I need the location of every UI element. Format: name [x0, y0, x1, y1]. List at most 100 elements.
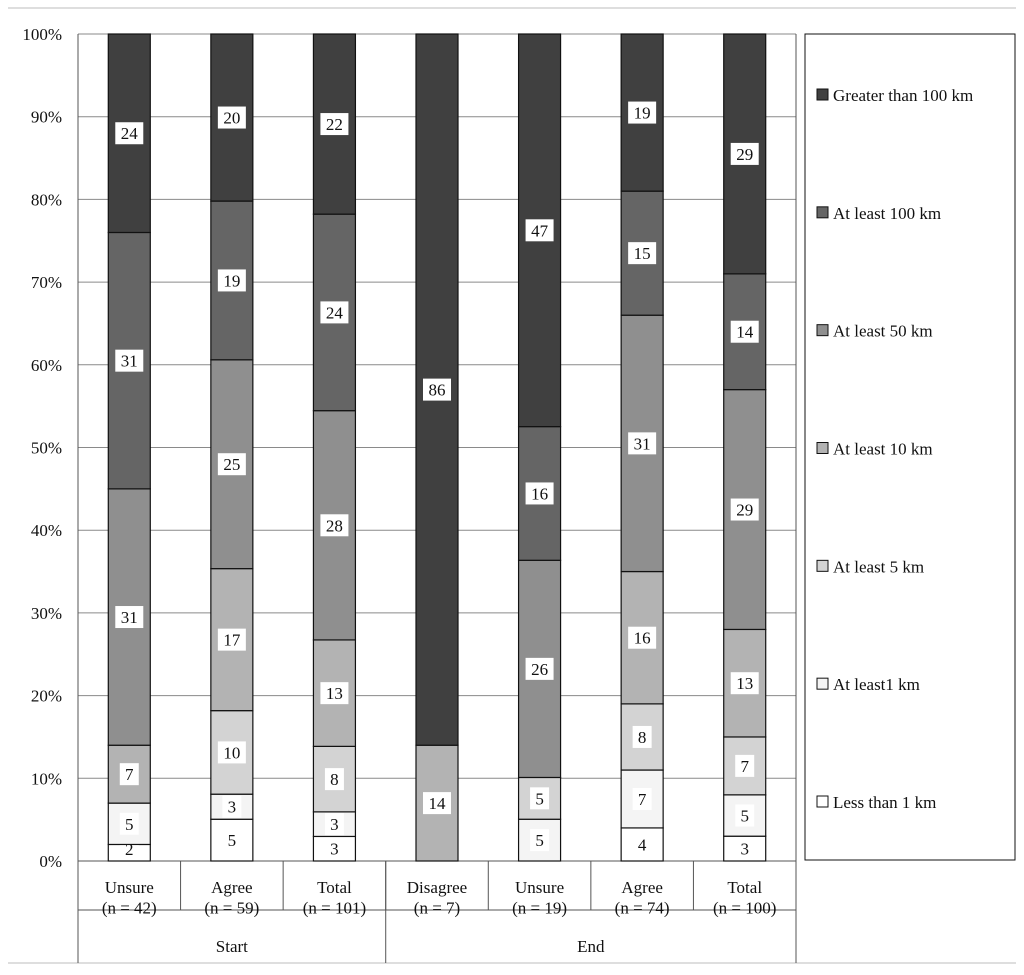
data-label: 4 — [638, 835, 647, 854]
data-label-box — [320, 301, 349, 324]
y-tick-label: 70% — [31, 273, 62, 292]
legend-swatch — [816, 206, 829, 219]
data-label: 47 — [531, 221, 549, 240]
data-label-box — [324, 768, 344, 791]
category-label-line: (n = 7) — [414, 898, 460, 917]
data-label-box — [628, 432, 657, 455]
data-label-box — [632, 833, 652, 856]
data-label: 20 — [223, 109, 240, 128]
y-tick-label: 20% — [31, 687, 62, 706]
data-label-box — [119, 812, 139, 835]
data-label-box — [530, 787, 550, 810]
data-label-box — [525, 219, 554, 242]
data-label: 13 — [326, 684, 343, 703]
category-label-line: (n = 42) — [102, 898, 157, 917]
legend-swatch — [816, 88, 829, 101]
legend-label: Less than 1 km — [833, 793, 936, 812]
category-label-line: Agree — [211, 878, 253, 897]
data-label: 29 — [736, 501, 753, 520]
data-label: 7 — [125, 765, 134, 784]
data-label-box — [423, 792, 451, 815]
data-label: 5 — [228, 831, 237, 850]
y-tick-label: 10% — [31, 769, 62, 788]
category-label-line: (n = 101) — [303, 898, 366, 917]
data-label-box — [217, 628, 246, 651]
data-label: 2 — [125, 840, 134, 859]
bar-segment — [517, 818, 562, 862]
data-label-box — [628, 101, 657, 124]
data-label-box — [632, 787, 652, 810]
group-label: Start — [216, 937, 248, 956]
data-label: 14 — [429, 794, 447, 813]
category-label-line: (n = 74) — [615, 898, 670, 917]
category-label: Agree (n = 74) — [615, 878, 670, 917]
data-label: 14 — [736, 323, 754, 342]
data-label-box — [217, 269, 246, 292]
data-label: 5 — [740, 807, 749, 826]
data-label-box — [730, 320, 759, 343]
data-label-box — [115, 349, 144, 372]
data-label: 10 — [223, 743, 240, 762]
data-label: 24 — [121, 124, 139, 143]
data-label: 5 — [535, 831, 544, 850]
data-label: 24 — [326, 303, 344, 322]
data-label-box — [735, 837, 755, 860]
y-tick-label: 30% — [31, 604, 62, 623]
legend-box — [804, 33, 1016, 861]
category-label: Total (n = 100) — [713, 878, 776, 917]
data-label: 31 — [121, 608, 138, 627]
data-label-box — [628, 626, 657, 649]
data-label: 7 — [638, 790, 647, 809]
y-tick-label: 0% — [39, 852, 62, 871]
y-tick-label: 50% — [31, 439, 62, 458]
data-label: 22 — [326, 115, 343, 134]
bar-segment — [723, 794, 767, 837]
group-label: End — [577, 937, 605, 956]
data-label: 3 — [228, 798, 237, 817]
category-label: Total (n = 101) — [303, 878, 366, 917]
data-label: 8 — [330, 770, 339, 789]
legend-label: At least 10 km — [833, 440, 933, 459]
category-label-line: Disagree — [407, 878, 467, 897]
data-label-box — [222, 829, 242, 852]
data-label: 86 — [429, 381, 446, 400]
y-tick-label: 40% — [31, 521, 62, 540]
y-tick-label: 80% — [31, 190, 62, 209]
data-label-box — [222, 795, 242, 818]
data-label: 7 — [740, 757, 749, 776]
data-label: 29 — [736, 145, 753, 164]
data-label-box — [324, 813, 344, 836]
category-label-line: Total — [727, 878, 762, 897]
category-label-line: (n = 100) — [713, 898, 776, 917]
data-label-box — [115, 606, 144, 629]
category-label-line: (n = 59) — [204, 898, 259, 917]
legend-label: Greater than 100 km — [833, 86, 973, 105]
data-label-box — [530, 829, 550, 852]
data-label-box — [320, 514, 349, 537]
category-label-line: Unsure — [515, 878, 564, 897]
data-label: 15 — [634, 244, 651, 263]
data-label: 25 — [223, 455, 240, 474]
data-label: 16 — [531, 484, 548, 503]
legend-swatch — [816, 677, 829, 690]
category-label-line: Total — [317, 878, 352, 897]
data-label: 19 — [223, 271, 240, 290]
data-label-box — [525, 482, 554, 505]
data-label-box — [730, 498, 759, 521]
data-label-box — [730, 672, 759, 695]
data-label-box — [324, 837, 344, 860]
category-label-line: (n = 19) — [512, 898, 567, 917]
data-label-box — [730, 142, 759, 165]
bar-segment — [312, 745, 357, 813]
data-label: 8 — [638, 728, 647, 747]
data-label-box — [119, 763, 139, 786]
category-label-line: Agree — [621, 878, 663, 897]
legend-label: At least 100 km — [833, 204, 941, 223]
y-tick-label: 90% — [31, 108, 62, 127]
data-label: 19 — [634, 104, 651, 123]
legend-swatch — [816, 795, 829, 808]
legend-label: At least 5 km — [833, 557, 924, 576]
data-label: 13 — [736, 674, 753, 693]
